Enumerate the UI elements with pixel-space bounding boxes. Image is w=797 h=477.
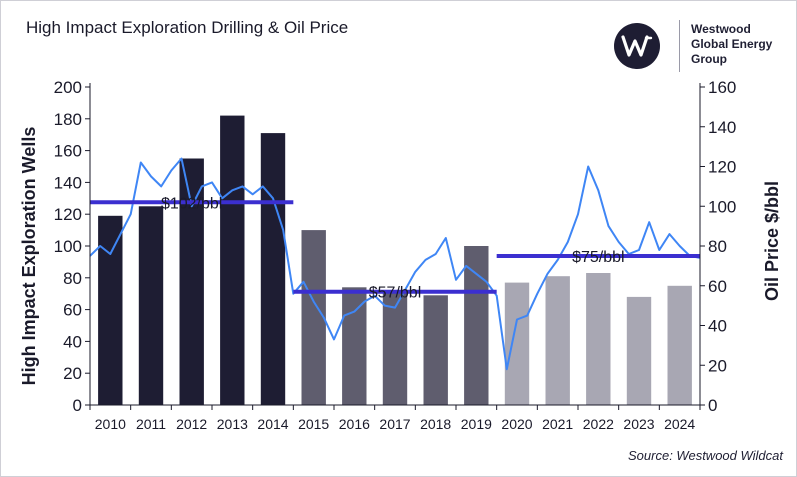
source-note: Source: Westwood Wildcat <box>628 448 783 463</box>
x-tick-label: 2010 <box>95 416 126 432</box>
y2-tick-label: 40 <box>708 317 727 336</box>
y-tick-label: 180 <box>54 110 82 129</box>
westwood-logo: Westwood Global Energy Group <box>613 18 788 74</box>
x-tick-label: 2017 <box>379 416 410 432</box>
average-label-2: $57/bbl <box>369 285 422 302</box>
x-tick-label: 2022 <box>583 416 614 432</box>
y-tick-label: 200 <box>54 78 82 97</box>
y2-tick-label: 80 <box>708 237 727 256</box>
bar-2011 <box>138 206 164 406</box>
logo-line-1: Westwood <box>691 22 751 36</box>
x-tick-label: 2021 <box>542 416 573 432</box>
bar-2018 <box>423 295 448 405</box>
oil-price-line <box>89 157 701 371</box>
bar-2019 <box>464 246 489 405</box>
logo-wordmark: Westwood Global Energy Group <box>691 22 791 67</box>
y-tick-label: 80 <box>63 269 82 288</box>
y-tick-label: 40 <box>63 332 82 351</box>
bar-2022 <box>586 273 611 405</box>
y-tick-label: 20 <box>63 364 82 383</box>
x-tick-label: 2024 <box>664 416 695 432</box>
y2-axis-title: Oil Price $/bbl <box>762 181 782 301</box>
x-tick-label: 2020 <box>501 416 532 432</box>
bar-2012 <box>179 158 204 405</box>
y2-tick-label: 100 <box>708 197 736 216</box>
y-tick-label: 160 <box>54 142 82 161</box>
y-axis-title: High Impact Exploration Wells <box>19 127 39 386</box>
y-tick-label: 140 <box>54 173 82 192</box>
bar-2010 <box>98 215 123 405</box>
x-tick-label: 2016 <box>339 416 370 432</box>
y2-tick-label: 120 <box>708 158 736 177</box>
bar-2015 <box>301 230 326 405</box>
y-tick-label: 120 <box>54 205 82 224</box>
chart-title: High Impact Exploration Drilling & Oil P… <box>26 18 349 37</box>
average-label-1: $102/bbl <box>161 195 222 212</box>
x-tick-label: 2015 <box>298 416 329 432</box>
y2-tick-label: 140 <box>708 118 736 137</box>
bar-2016 <box>342 287 367 405</box>
logo-line-3: Group <box>691 52 727 66</box>
westwood-w-logo-icon <box>614 23 660 69</box>
x-tick-label: 2013 <box>217 416 248 432</box>
bar-2017 <box>382 290 408 405</box>
bar-2024 <box>667 285 692 406</box>
logo-line-2: Global Energy <box>691 37 773 51</box>
y-tick-label: 100 <box>54 237 82 256</box>
x-tick-label: 2011 <box>136 416 166 432</box>
bar-2020 <box>504 282 530 405</box>
y2-tick-label: 20 <box>708 356 727 375</box>
bar-2014 <box>260 133 286 405</box>
logo-divider <box>679 20 680 72</box>
x-tick-label: 2014 <box>257 416 288 432</box>
y2-tick-label: 60 <box>708 277 727 296</box>
x-tick-label: 2023 <box>623 416 654 432</box>
x-tick-label: 2012 <box>176 416 207 432</box>
bar-2023 <box>626 296 652 405</box>
y-tick-label: 0 <box>73 396 82 415</box>
bar-2013 <box>220 115 245 405</box>
x-tick-label: 2018 <box>420 416 451 432</box>
average-label-3: $75/bbl <box>572 249 625 266</box>
y-tick-label: 60 <box>63 301 82 320</box>
y2-tick-label: 0 <box>708 396 717 415</box>
y2-tick-label: 160 <box>708 78 736 97</box>
x-tick-label: 2019 <box>461 416 492 432</box>
bar-2021 <box>545 276 570 405</box>
